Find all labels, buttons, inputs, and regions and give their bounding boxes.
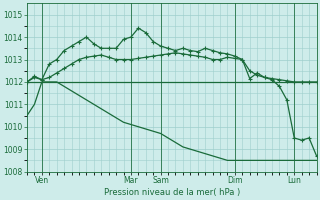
X-axis label: Pression niveau de la mer( hPa ): Pression niveau de la mer( hPa )	[104, 188, 240, 197]
